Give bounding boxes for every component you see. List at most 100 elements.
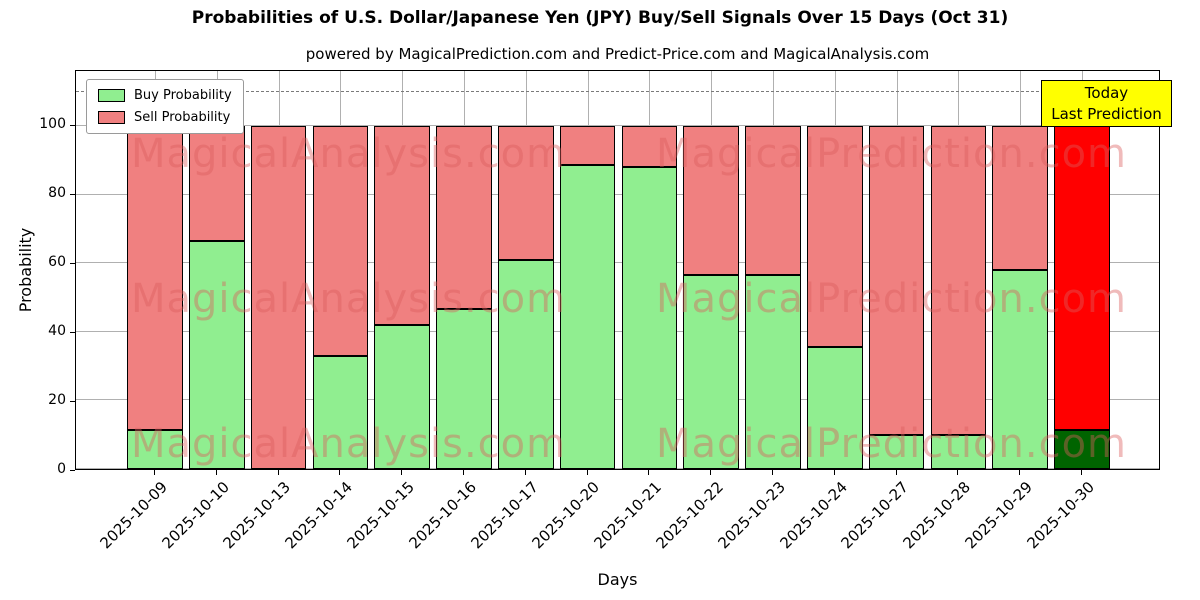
x-tick-mark <box>1019 470 1021 475</box>
x-tick-mark <box>833 470 835 475</box>
x-tick-mark <box>401 470 403 475</box>
watermark-prediction: MagicalPrediction.com <box>656 131 1127 177</box>
dashed-threshold-line <box>76 90 1159 92</box>
sell-segment <box>868 125 925 435</box>
today-annotation: Today Last Prediction <box>1041 80 1172 127</box>
x-tick-mark <box>524 470 526 475</box>
y-tick-mark <box>70 401 75 403</box>
y-tick-mark <box>70 194 75 196</box>
buy-segment <box>868 434 925 469</box>
x-tick-mark <box>895 470 897 475</box>
sell-segment <box>930 125 987 435</box>
x-tick-mark <box>710 470 712 475</box>
watermark-prediction: MagicalPrediction.com <box>656 276 1127 322</box>
buy-segment <box>312 355 369 469</box>
bar-2025-10-24 <box>807 71 863 469</box>
legend: Buy Probability Sell Probability <box>86 79 244 134</box>
legend-item-buy: Buy Probability <box>98 88 232 103</box>
x-tick-mark <box>153 470 155 475</box>
buy-segment <box>992 270 1049 469</box>
today-annotation-line2: Last Prediction <box>1051 104 1162 123</box>
bar-2025-10-23 <box>745 71 801 469</box>
y-tick-mark <box>70 263 75 265</box>
y-tick-label: 40 <box>48 323 66 340</box>
watermark-prediction: MagicalPrediction.com <box>656 421 1127 467</box>
gridline-y-40 <box>76 330 1159 332</box>
y-tick-mark <box>70 332 75 334</box>
sell-segment <box>312 125 369 356</box>
x-tick-mark <box>339 470 341 475</box>
bar-2025-10-13 <box>250 71 307 469</box>
bar-2025-10-22 <box>683 71 740 469</box>
x-tick-mark <box>648 470 650 475</box>
y-tick-label: 20 <box>48 392 66 409</box>
watermark-analysis: MagicalAnalysis.com <box>131 131 567 177</box>
bar-2025-10-20 <box>559 71 616 469</box>
bar-2025-10-29 <box>992 71 1049 469</box>
sell-segment <box>250 125 307 469</box>
buy-segment <box>127 429 183 469</box>
bar-2025-10-09 <box>127 71 183 469</box>
y-tick-label: 100 <box>39 116 66 133</box>
plot-area: Buy Probability Sell Probability Magical… <box>75 70 1160 470</box>
sell-segment <box>559 125 616 166</box>
buy-segment <box>683 275 740 469</box>
x-tick-mark <box>462 470 464 475</box>
legend-swatch-buy <box>98 89 125 102</box>
bar-2025-10-16 <box>436 71 492 469</box>
bar-2025-10-30 <box>1054 71 1110 469</box>
buy-segment <box>497 259 554 469</box>
chart-title: Probabilities of U.S. Dollar/Japanese Ye… <box>191 8 1009 28</box>
x-tick-mark <box>772 470 774 475</box>
y-tick-label: 60 <box>48 254 66 271</box>
gridline-y-60 <box>76 262 1159 264</box>
x-tick-mark <box>1081 470 1083 475</box>
bar-2025-10-14 <box>312 71 369 469</box>
buy-segment <box>621 167 678 469</box>
buy-segment <box>1054 429 1110 469</box>
sell-segment <box>807 125 863 348</box>
gridline-y-100 <box>76 124 1159 126</box>
today-annotation-line1: Today <box>1084 83 1129 102</box>
buy-segment <box>374 324 430 469</box>
y-tick-label: 80 <box>48 185 66 202</box>
sell-segment <box>497 125 554 260</box>
legend-swatch-sell <box>98 111 125 124</box>
buy-segment <box>559 165 616 469</box>
y-tick-mark <box>70 125 75 127</box>
bar-2025-10-15 <box>374 71 430 469</box>
watermark-analysis: MagicalAnalysis.com <box>131 276 567 322</box>
buy-segment <box>436 309 492 469</box>
bar-2025-10-10 <box>188 71 245 469</box>
buy-segment <box>745 275 801 469</box>
bar-2025-10-27 <box>868 71 925 469</box>
gridline-y-20 <box>76 399 1159 401</box>
buy-segment <box>188 240 245 469</box>
legend-label-buy: Buy Probability <box>134 88 232 103</box>
x-tick-mark <box>586 470 588 475</box>
bar-2025-10-17 <box>497 71 554 469</box>
sell-segment <box>992 125 1049 270</box>
y-tick-mark <box>70 470 75 471</box>
buy-segment <box>930 434 987 469</box>
gridline-y-80 <box>76 193 1159 195</box>
y-tick-label: 0 <box>57 461 66 477</box>
x-tick-mark <box>957 470 959 475</box>
sell-segment <box>683 125 740 276</box>
sell-segment <box>374 125 430 325</box>
sell-segment <box>621 125 678 168</box>
x-tick-mark <box>215 470 217 475</box>
gridline-y-0 <box>76 468 1159 469</box>
sell-segment <box>745 125 801 276</box>
sell-segment <box>188 125 245 241</box>
watermark-analysis: MagicalAnalysis.com <box>131 421 567 467</box>
legend-label-sell: Sell Probability <box>134 110 231 125</box>
sell-segment <box>127 125 183 430</box>
legend-item-sell: Sell Probability <box>98 110 232 125</box>
sell-segment <box>1054 125 1110 430</box>
sell-segment <box>436 125 492 310</box>
bar-2025-10-21 <box>621 71 678 469</box>
x-tick-mark <box>277 470 279 475</box>
chart-subtitle: powered by MagicalPrediction.com and Pre… <box>305 45 930 63</box>
